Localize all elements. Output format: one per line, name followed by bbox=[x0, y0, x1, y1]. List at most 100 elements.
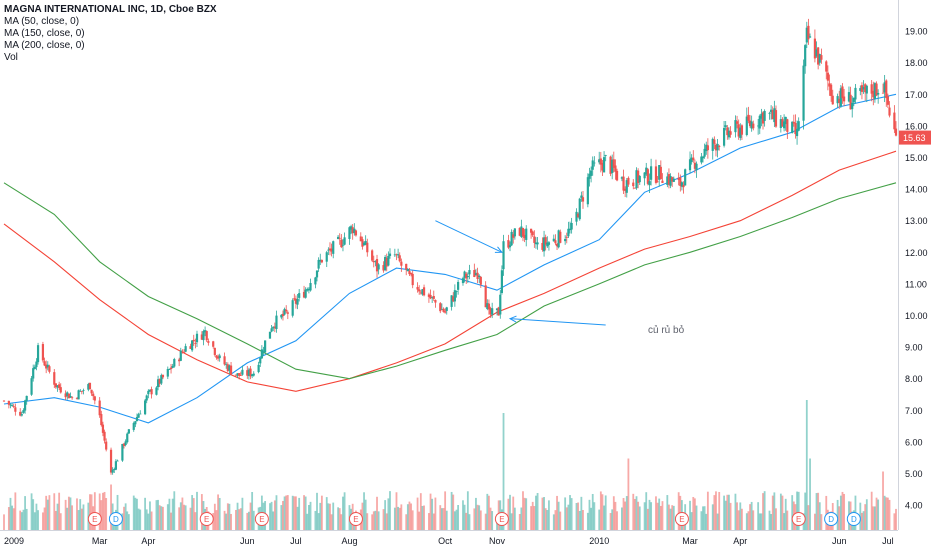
volume-bar bbox=[556, 495, 558, 530]
indicator-ma50[interactable]: MA (50, close, 0) bbox=[4, 16, 80, 27]
candle-body bbox=[64, 393, 67, 398]
candle-body bbox=[377, 264, 380, 270]
volume-bar bbox=[329, 503, 331, 530]
volume-bar bbox=[861, 512, 863, 530]
volume-bar bbox=[393, 507, 396, 530]
candle-body bbox=[432, 296, 435, 299]
candle-body bbox=[661, 180, 664, 184]
volume-bar bbox=[43, 507, 46, 530]
dividend-event-icon[interactable]: D bbox=[108, 512, 123, 526]
volume-bar bbox=[340, 514, 343, 530]
candle-body bbox=[375, 259, 379, 272]
volume-bar bbox=[54, 510, 57, 530]
candle-body bbox=[542, 237, 546, 252]
candle-body bbox=[11, 405, 14, 406]
price-tick-label: 12.00 bbox=[905, 248, 928, 258]
candle-body bbox=[53, 372, 56, 385]
volume-bar bbox=[382, 509, 385, 530]
candle-body bbox=[340, 239, 343, 248]
candle-body bbox=[408, 270, 411, 275]
volume-bar bbox=[309, 501, 312, 530]
volume-bar bbox=[760, 513, 763, 530]
time-tick-label: Jul bbox=[882, 536, 894, 546]
volume-bar bbox=[661, 501, 664, 530]
indicator-ma150[interactable]: MA (150, close, 0) bbox=[4, 28, 85, 39]
time-tick-label: Apr bbox=[141, 536, 155, 546]
candle-body bbox=[727, 130, 731, 138]
earnings-event-icon[interactable]: E bbox=[254, 512, 269, 526]
candle-body bbox=[510, 231, 513, 246]
volume-bar bbox=[741, 508, 743, 530]
volume-bar bbox=[147, 513, 150, 530]
price-tick-label: 9.00 bbox=[905, 343, 923, 353]
candle-body bbox=[544, 237, 547, 245]
volume-bar bbox=[713, 495, 716, 530]
volume-bar bbox=[9, 497, 12, 530]
event-label: E bbox=[353, 515, 358, 524]
candle-body bbox=[476, 272, 479, 280]
candle-body bbox=[393, 254, 396, 256]
volume-bar bbox=[90, 494, 93, 530]
volume-bar bbox=[217, 494, 219, 530]
candle-body bbox=[234, 374, 238, 376]
candle-body bbox=[33, 366, 36, 370]
candle-body bbox=[54, 383, 57, 388]
volume-bar bbox=[200, 494, 203, 530]
candle-body bbox=[406, 268, 409, 272]
earnings-event-icon[interactable]: E bbox=[199, 512, 214, 526]
symbol-title[interactable]: MAGNA INTERNATIONAL INC, 1D, Cboe BZX bbox=[4, 4, 217, 15]
earnings-event-icon[interactable]: E bbox=[494, 512, 509, 526]
indicator-volume[interactable]: Vol bbox=[4, 52, 18, 63]
volume-bar bbox=[325, 497, 328, 530]
volume-bar bbox=[672, 505, 675, 530]
dividend-event-icon[interactable]: D bbox=[846, 512, 861, 526]
candle-body bbox=[364, 240, 367, 245]
volume-bar bbox=[593, 502, 596, 530]
candle-body bbox=[66, 392, 69, 397]
candle-body bbox=[374, 260, 377, 262]
earnings-event-icon[interactable]: E bbox=[87, 512, 102, 526]
earnings-event-icon[interactable]: E bbox=[791, 512, 806, 526]
candle-body bbox=[757, 125, 760, 127]
candle-body bbox=[512, 234, 515, 238]
indicator-ma200[interactable]: MA (200, close, 0) bbox=[4, 40, 85, 51]
candle-body bbox=[487, 303, 491, 310]
volume-bar bbox=[809, 458, 811, 530]
volume-bar bbox=[121, 513, 124, 530]
last-price-label: 15.63 bbox=[903, 133, 926, 143]
volume-bar bbox=[273, 500, 276, 530]
candle-body bbox=[581, 197, 585, 202]
candle-body bbox=[127, 429, 130, 434]
candle-body bbox=[419, 292, 422, 294]
candle-body bbox=[349, 226, 353, 230]
volume-bar bbox=[171, 498, 174, 530]
volume-bar bbox=[525, 498, 528, 530]
candle-body bbox=[87, 384, 90, 390]
volume-bar bbox=[643, 502, 646, 530]
volume-bar bbox=[79, 499, 82, 530]
candle-body bbox=[807, 25, 810, 40]
volume-bar bbox=[893, 513, 896, 530]
volume-bar bbox=[797, 491, 800, 530]
candle-body bbox=[575, 211, 578, 222]
series-line-ma200 bbox=[3, 182, 897, 380]
earnings-event-icon[interactable]: E bbox=[674, 512, 689, 526]
earnings-event-icon[interactable]: E bbox=[348, 512, 363, 526]
candle-body bbox=[763, 110, 766, 121]
candle-body bbox=[656, 181, 659, 183]
candle-body bbox=[577, 213, 580, 218]
candle-body bbox=[41, 344, 45, 361]
candle-body bbox=[615, 170, 619, 181]
candle-body bbox=[444, 311, 447, 313]
dividend-event-icon[interactable]: D bbox=[824, 512, 839, 526]
price-tick-label: 5.00 bbox=[905, 469, 923, 479]
volume-bar bbox=[11, 505, 14, 530]
volume-bar bbox=[189, 507, 192, 530]
candle-body bbox=[171, 366, 174, 368]
candle-body bbox=[366, 242, 369, 253]
candle-body bbox=[883, 82, 886, 93]
candle-body bbox=[155, 387, 158, 395]
candle-body bbox=[602, 157, 606, 173]
